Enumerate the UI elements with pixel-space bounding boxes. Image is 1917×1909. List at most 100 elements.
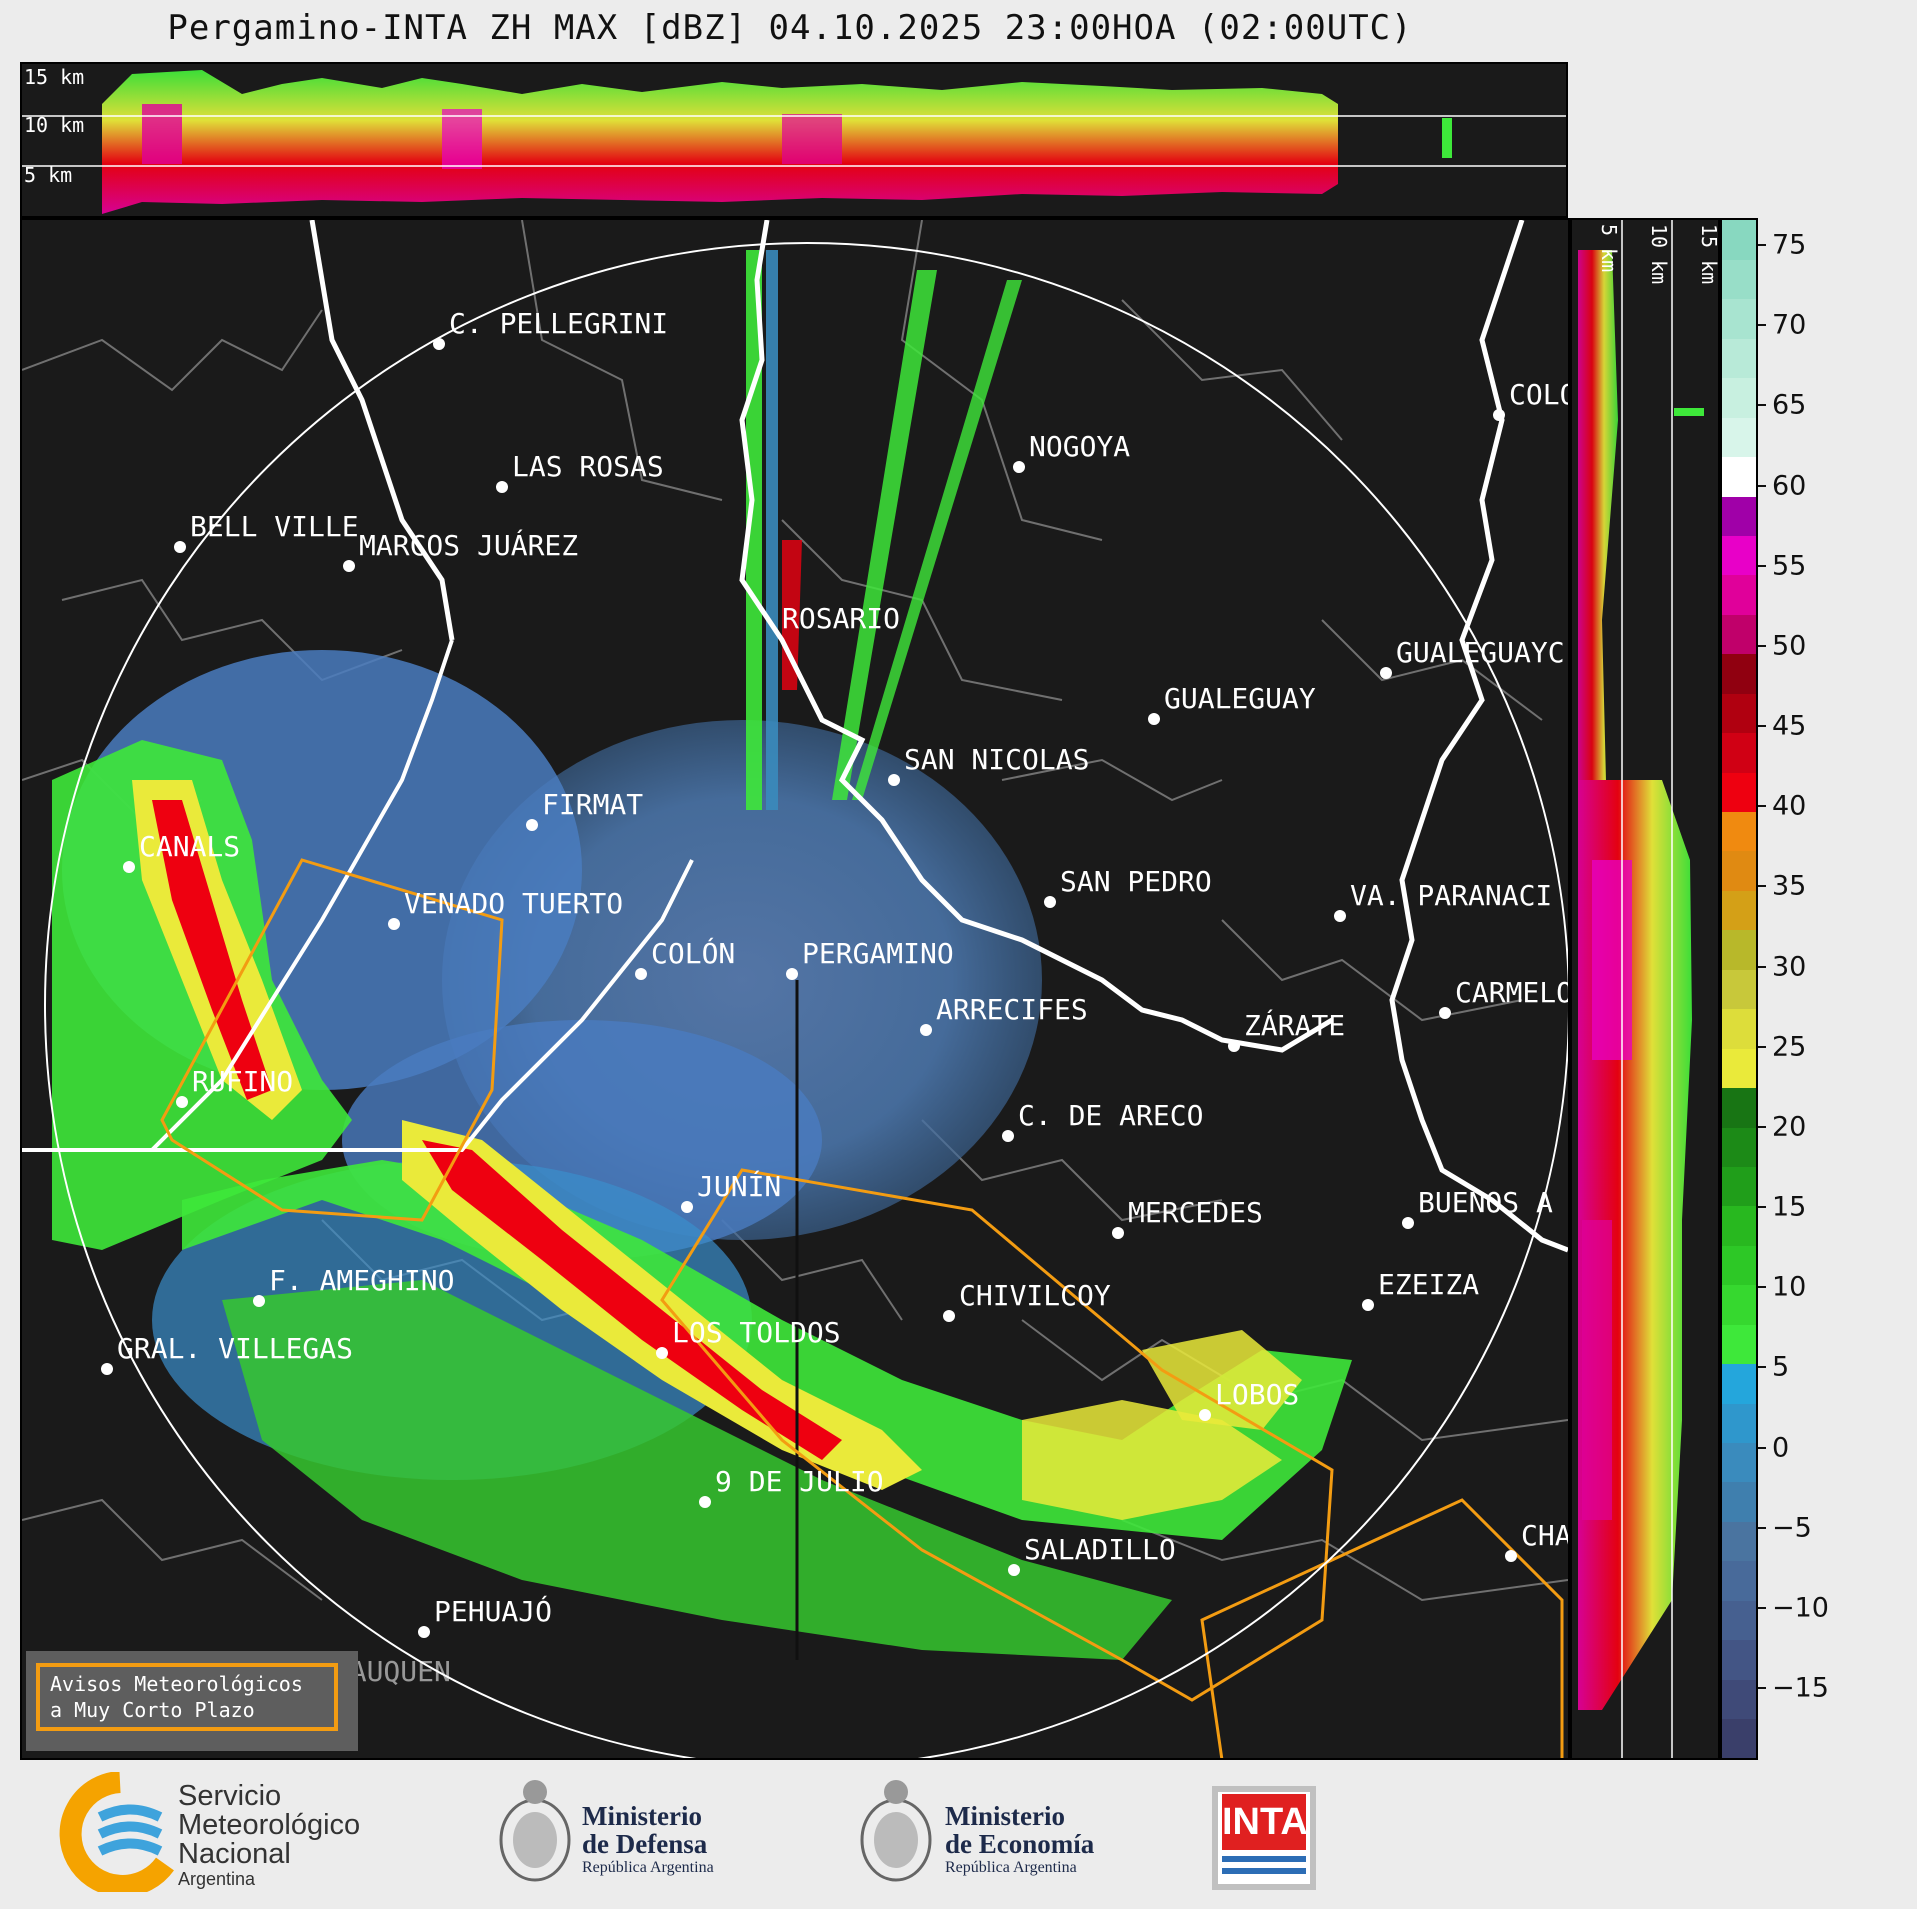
colorbar-tick-label: 65 [1772, 389, 1807, 421]
smn-logo-text: Servicio [178, 1780, 282, 1812]
colorbar-segment [1722, 1205, 1756, 1246]
city-label: PEHUAJÓ [434, 1594, 552, 1628]
colorbar-segment [1722, 1403, 1756, 1443]
colorbar-tick-label: 75 [1772, 229, 1807, 261]
colorbar-segment [1722, 1442, 1756, 1483]
colorbar-tick-mark [1758, 1366, 1766, 1369]
colorbar-tick-mark [1758, 484, 1766, 487]
colorbar-tick-mark [1758, 1446, 1766, 1449]
colorbar-tick-mark [1758, 404, 1766, 407]
city-label: COLO [1509, 378, 1568, 411]
colorbar-tick-label: 25 [1772, 1031, 1807, 1063]
logos-footer: Servicio Meteorológico Nacional Argentin… [0, 1762, 1917, 1909]
city-label: PERGAMINO [802, 937, 954, 970]
city-label: VA. PARANACI [1350, 879, 1552, 912]
colorbar-segment [1722, 772, 1756, 813]
defensa-logo-text: de Defensa [582, 1829, 708, 1859]
top-cross-section-plot: 15 km 10 km 5 km [22, 65, 1566, 214]
colorbar-tick-label: 55 [1772, 550, 1807, 582]
colorbar-segment [1722, 338, 1756, 379]
city-label: GRAL. VILLEGAS [117, 1332, 353, 1365]
colorbar-segment [1722, 1048, 1756, 1089]
colorbar-segment [1722, 1127, 1756, 1167]
colorbar-tick-label: 50 [1772, 630, 1807, 662]
convective-band-southeast [1022, 1400, 1282, 1520]
page-title: Pergamino-INTA ZH MAX [dBZ] 04.10.2025 2… [167, 8, 1413, 48]
colorbar-segment [1722, 811, 1756, 852]
city-label: LOS TOLDOS [672, 1316, 841, 1349]
radar-map: C. PELLEGRINI LAS ROSAS NOGOYA BELL VILL… [20, 218, 1570, 1760]
colorbar-tick-label: 0 [1772, 1432, 1790, 1463]
convective-band-southeast [1142, 1330, 1302, 1430]
colorbar-tick-mark [1758, 965, 1766, 968]
colorbar-tick-mark [1758, 1606, 1766, 1609]
colorbar-tick-mark [1758, 1125, 1766, 1128]
colorbar-segment [1722, 259, 1756, 300]
colorbar-tick-mark [1758, 564, 1766, 567]
convective-band-west-core [152, 800, 272, 1100]
warning-legend-line: a Muy Corto Plazo [50, 1698, 255, 1722]
city-label: BELL VILLE [190, 510, 359, 543]
colorbar-segment [1722, 1560, 1756, 1601]
height-label: 10 km [1647, 224, 1671, 284]
right-echo-core [1592, 860, 1632, 1060]
colorbar-segment [1722, 969, 1756, 1010]
city-label: CHA [1521, 1519, 1568, 1552]
colorbar-tick-label: 35 [1772, 870, 1807, 902]
colorbar-segment [1722, 1245, 1756, 1286]
economia-seal [860, 1780, 932, 1882]
city-label: CARMELO [1455, 976, 1568, 1009]
top-echo-small [1442, 118, 1452, 158]
height-label: 5 km [1597, 224, 1621, 272]
city-label: RUFINO [192, 1065, 293, 1098]
colorbar-tick-label: −5 [1772, 1512, 1812, 1544]
colorbar-segment [1722, 298, 1756, 339]
city-label: LOBOS [1215, 1378, 1299, 1411]
colorbar-segment [1722, 417, 1756, 458]
convective-band-southwest [222, 1280, 1172, 1660]
colorbar-tick-mark [1758, 1526, 1766, 1529]
colorbar-segment [1722, 574, 1756, 615]
city-label: ROSARIO [782, 602, 900, 635]
height-label: 10 km [24, 113, 84, 137]
colorbar-tick-mark [1758, 1687, 1766, 1689]
city-label: JUNÍN [697, 1169, 781, 1203]
colorbar-segment [1722, 1324, 1756, 1365]
height-label: 5 km [24, 163, 72, 187]
top-echo-core [142, 104, 182, 164]
colorbar-segment [1722, 1679, 1756, 1720]
colorbar-segment [1722, 1363, 1756, 1404]
city-label: MERCEDES [1128, 1196, 1263, 1229]
colorbar-tick-label: −10 [1772, 1592, 1829, 1624]
city-label: ZÁRATE [1244, 1008, 1345, 1042]
colorbar-tick-label: 15 [1772, 1191, 1807, 1223]
defensa-seal [499, 1780, 571, 1882]
warning-legend-line: Avisos Meteorológicos [50, 1672, 303, 1696]
city-label: BUENOS A [1418, 1186, 1553, 1219]
colorbar-tick-mark [1758, 1206, 1766, 1208]
colorbar-tick-label: 20 [1772, 1111, 1807, 1143]
colorbar-segment [1722, 1639, 1756, 1680]
city-label: 9 DE JULIO [715, 1465, 884, 1498]
city-label: CANALS [139, 830, 240, 863]
colorbar-segment [1722, 1481, 1756, 1522]
warning-legend-box: Avisos Meteorológicos a Muy Corto Plazo [26, 1651, 358, 1751]
colorbar-tick-label: 60 [1772, 470, 1807, 501]
city-label: GUALEGUAY [1164, 682, 1316, 715]
convective-band-southwest-core [422, 1140, 842, 1460]
colorbar-segment [1722, 496, 1756, 536]
colorbar-segment [1722, 732, 1756, 773]
colorbar-tick-label: 70 [1772, 309, 1807, 341]
colorbar-segment [1722, 929, 1756, 970]
city-label: SAN PEDRO [1060, 865, 1212, 898]
city-label: GUALEGUAYC [1396, 636, 1565, 669]
colorbar-segment [1722, 1087, 1756, 1128]
province-boundary [152, 859, 694, 1152]
colorbar-tick-mark [1758, 725, 1766, 727]
colorbar-segment [1722, 653, 1756, 694]
city-label: EZEIZA [1378, 1268, 1479, 1301]
colorbar-segment [1722, 377, 1756, 418]
colorbar-tick-label: 5 [1772, 1351, 1790, 1383]
colorbar-segment [1722, 456, 1756, 497]
city-label: SAN NICOLAS [904, 743, 1089, 776]
